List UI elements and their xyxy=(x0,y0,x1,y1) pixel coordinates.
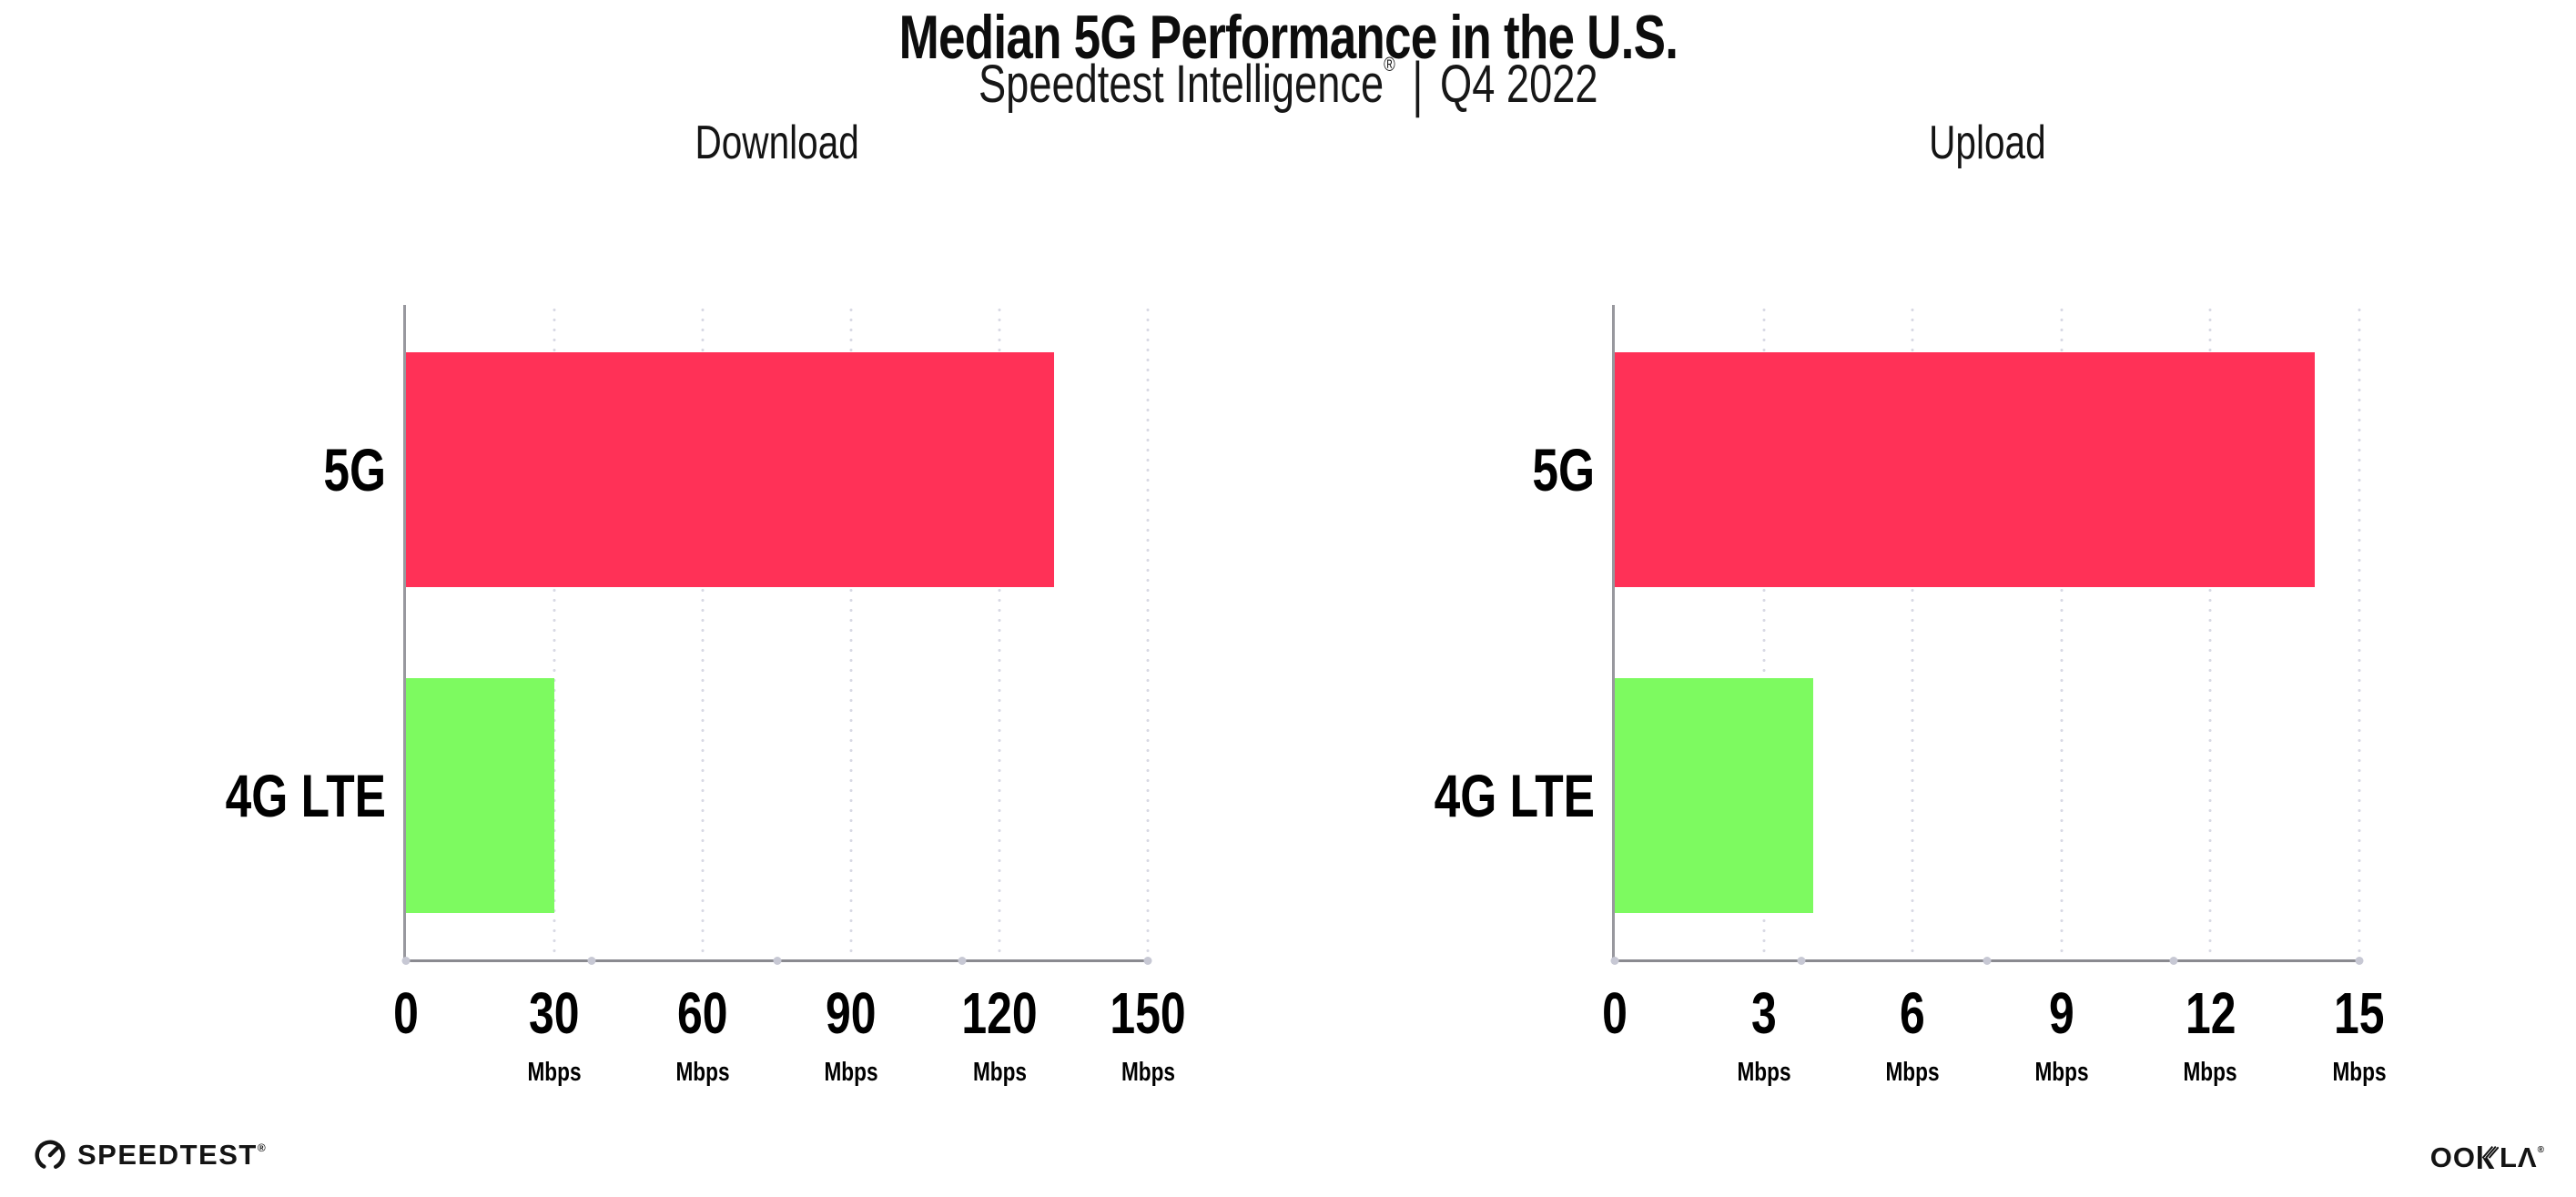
ookla-logo-text-la: LΛ® xyxy=(2500,1141,2545,1173)
x-tick-value: 120 xyxy=(961,980,1038,1046)
chart-panel-upload: Upload 5G 4G LTE 0 3 Mbps 6 Mbps 9 Mbps 12 Mbps 15 Mb… xyxy=(1435,117,2387,1087)
x-tick-value: 60 xyxy=(677,980,728,1046)
speedtest-logo: SPEEDTEST® xyxy=(33,1138,267,1172)
gauge-needle xyxy=(47,1144,61,1158)
chart-title-text: Download xyxy=(695,117,859,169)
category-label-5g: 5G xyxy=(323,436,386,503)
axis-tick-mark xyxy=(2355,957,2364,965)
x-tick-label-9-upload: 9 Mbps xyxy=(2027,979,2096,1088)
x-tick-value: 30 xyxy=(529,980,580,1046)
axis-tick-mark xyxy=(2169,957,2177,965)
x-tick-label-0-download: 0 xyxy=(390,979,422,1047)
bar-4g-lte-download xyxy=(406,678,554,913)
x-tick-unit: Mbps xyxy=(1737,1058,1791,1087)
gridline-30-download xyxy=(553,305,556,959)
gridline-15-upload xyxy=(2358,305,2361,959)
x-tick-unit: Mbps xyxy=(972,1058,1027,1087)
x-tick-unit: Mbps xyxy=(2332,1058,2387,1087)
x-tick-value: 90 xyxy=(826,980,877,1046)
x-tick-value: 12 xyxy=(2185,980,2236,1046)
subtitle-separator: | xyxy=(1412,50,1424,118)
chart-title-text: Upload xyxy=(1928,117,2046,169)
axis-tick-mark xyxy=(587,957,596,965)
x-tick-label-12-upload: 12 Mbps xyxy=(2176,979,2246,1088)
x-tick-value: 6 xyxy=(1900,980,1926,1046)
x-tick-label-150-download: 150 Mbps xyxy=(1100,979,1197,1088)
x-tick-label-30-download: 30 Mbps xyxy=(520,979,589,1088)
speedtest-logo-text: SPEEDTEST® xyxy=(77,1139,268,1171)
x-tick-label-3-upload: 3 Mbps xyxy=(1729,979,1799,1088)
category-label-4g-lte: 4G LTE xyxy=(1434,762,1595,829)
subtitle-brand: Speedtest Intelligence xyxy=(978,55,1384,114)
category-label-5g: 5G xyxy=(1532,436,1595,503)
x-tick-unit: Mbps xyxy=(1885,1058,1940,1087)
x-tick-unit: Mbps xyxy=(675,1058,730,1087)
x-tick-unit: Mbps xyxy=(1121,1058,1175,1087)
x-tick-value: 0 xyxy=(393,980,419,1046)
chart-panel-download: Download 5G 4G LTE 0 30 Mbps 60 Mbps 90 Mbps 120 Mb… xyxy=(226,117,1186,1087)
bar-5g-download xyxy=(406,352,1054,587)
gauge-icon xyxy=(35,1140,66,1171)
x-tick-label-120-download: 120 Mbps xyxy=(951,979,1049,1088)
x-tick-label-90-download: 90 Mbps xyxy=(816,979,886,1088)
bar-5g-upload xyxy=(1615,352,2315,587)
x-tick-value: 9 xyxy=(2048,980,2074,1046)
gridline-12-upload xyxy=(2208,305,2212,959)
category-label-4g-lte: 4G LTE xyxy=(225,762,386,829)
subtitle-period: Q4 2022 xyxy=(1439,55,1598,114)
registered-mark: ® xyxy=(1383,53,1395,76)
axis-tick-mark xyxy=(1610,957,1619,965)
ookla-stylized-k-icon xyxy=(2478,1146,2499,1169)
gridline-6-upload xyxy=(1911,305,1914,959)
axis-tick-mark xyxy=(401,957,411,965)
x-tick-value: 15 xyxy=(2334,980,2385,1046)
page-title: Median 5G Performance in the U.S. xyxy=(0,2,2576,73)
x-tick-unit: Mbps xyxy=(2034,1058,2089,1087)
x-tick-label-60-download: 60 Mbps xyxy=(668,979,737,1088)
gridline-60-download xyxy=(701,305,705,959)
ookla-logo: OO LΛ® xyxy=(2430,1141,2545,1174)
page-subtitle: Speedtest Intelligence® | Q4 2022 xyxy=(0,50,2576,118)
gridline-90-download xyxy=(849,305,853,959)
x-tick-label-0-upload: 0 xyxy=(1598,979,1631,1047)
x-tick-label-15-upload: 15 Mbps xyxy=(2325,979,2394,1088)
chart-title-download: Download xyxy=(406,116,1148,170)
gridline-120-download xyxy=(998,305,1001,959)
gridline-3-upload xyxy=(1762,305,1766,959)
gridline-9-upload xyxy=(2060,305,2064,959)
x-tick-unit: Mbps xyxy=(527,1058,582,1087)
gridline-150-download xyxy=(1146,305,1150,959)
page-subtitle-text: Speedtest Intelligence® | Q4 2022 xyxy=(978,50,1598,118)
axis-tick-mark xyxy=(773,957,781,965)
axis-tick-mark xyxy=(958,957,967,965)
chart-title-upload: Upload xyxy=(1615,116,2359,170)
ookla-logo-text-oo: OO xyxy=(2429,1141,2476,1173)
x-tick-label-6-upload: 6 Mbps xyxy=(1878,979,1947,1088)
x-tick-value: 3 xyxy=(1750,980,1777,1046)
x-tick-value: 150 xyxy=(1110,980,1186,1046)
bar-4g-lte-upload xyxy=(1615,678,1814,913)
axis-tick-mark xyxy=(1143,957,1152,965)
registered-mark: ® xyxy=(2537,1145,2545,1155)
page-title-text: Median 5G Performance in the U.S. xyxy=(898,3,1678,72)
x-tick-unit: Mbps xyxy=(2183,1058,2237,1087)
x-tick-unit: Mbps xyxy=(824,1058,878,1087)
axis-tick-mark xyxy=(1797,957,1805,965)
axis-tick-mark xyxy=(1983,957,1992,965)
x-tick-value: 0 xyxy=(1602,980,1628,1046)
registered-mark: ® xyxy=(257,1141,268,1154)
